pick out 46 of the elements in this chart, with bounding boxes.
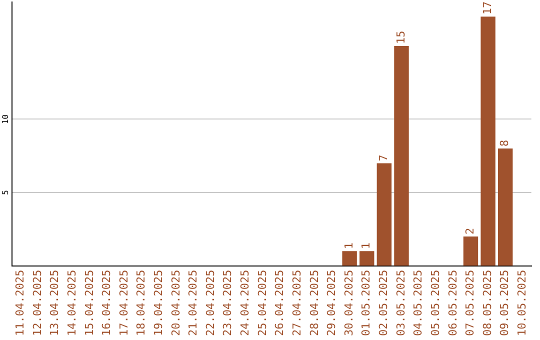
- x-tick-label: 27.04.2025: [290, 270, 304, 336]
- x-tick-label: 24.04.2025: [238, 270, 252, 336]
- x-tick-label: 23.04.2025: [221, 270, 234, 336]
- x-tick-label: 10.05.2025: [516, 270, 529, 336]
- bar: [394, 46, 409, 266]
- bar: [376, 163, 392, 266]
- x-tick-label: 13.04.2025: [48, 270, 62, 336]
- bar: [360, 251, 374, 266]
- x-tick-label: 12.04.2025: [30, 270, 44, 336]
- data-label: 2: [464, 228, 477, 234]
- x-tick-label: 21.04.2025: [186, 270, 200, 336]
- bar: [480, 16, 496, 266]
- data-label: 1: [360, 242, 373, 250]
- x-tick-label: 02.05.2025: [377, 270, 390, 336]
- x-tick-label: 15.04.2025: [82, 270, 96, 336]
- y-tick-label: 10: [1, 114, 10, 124]
- data-label: 15: [394, 30, 408, 44]
- x-tick-label: 30.04.2025: [342, 270, 356, 336]
- x-tick-label: 01.05.2025: [360, 270, 373, 336]
- data-label: 1: [342, 242, 356, 250]
- data-label: 8: [498, 140, 512, 147]
- x-tick-label: 07.05.2025: [464, 270, 477, 336]
- x-tick-label: 17.04.2025: [117, 270, 130, 336]
- x-tick-label: 22.04.2025: [204, 270, 217, 336]
- x-tick-label: 25.04.2025: [256, 270, 269, 336]
- x-tick-label: 09.05.2025: [498, 270, 512, 336]
- x-tick-label: 20.04.2025: [169, 270, 182, 336]
- data-label: 17: [480, 1, 494, 15]
- x-tick-label: 06.05.2025: [446, 270, 460, 336]
- x-tick-label: 16.04.2025: [100, 270, 114, 336]
- x-tick-label: 18.04.2025: [134, 270, 148, 336]
- x-tick-label: 08.05.2025: [480, 270, 494, 336]
- x-tick-label: 19.04.2025: [152, 270, 165, 336]
- bar: [342, 251, 357, 266]
- x-tick-label: 28.04.2025: [308, 270, 321, 336]
- x-tick-label: 26.04.2025: [273, 270, 286, 336]
- x-tick-label: 29.04.2025: [325, 270, 338, 336]
- x-tick-label: 03.05.2025: [394, 270, 408, 336]
- x-tick-label: 14.04.2025: [65, 270, 78, 336]
- x-tick-label: 11.04.2025: [14, 270, 27, 336]
- x-tick-label: 05.05.2025: [428, 270, 442, 336]
- data-label: 7: [377, 154, 390, 162]
- bar: [463, 236, 478, 266]
- x-tick-label: 04.05.2025: [412, 270, 425, 336]
- y-tick-label: 5: [1, 190, 10, 195]
- bar: [498, 148, 513, 266]
